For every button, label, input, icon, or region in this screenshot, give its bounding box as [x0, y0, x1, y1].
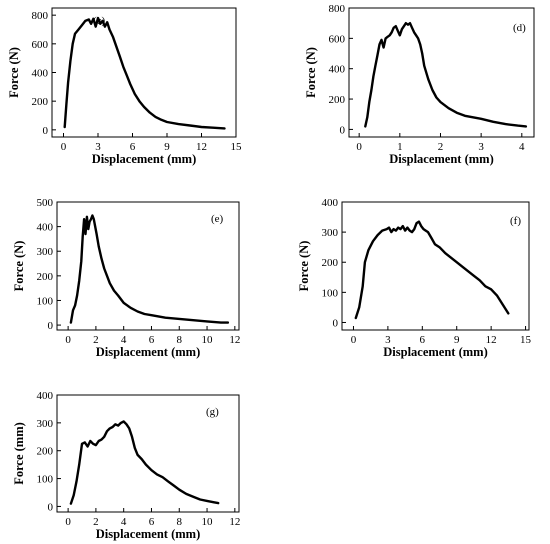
x-axis-label: Displacement (mm) [383, 345, 488, 359]
panel-tag: (e) [211, 213, 224, 225]
y-tick-label: 600 [329, 33, 346, 45]
force-displacement-curve [364, 22, 528, 128]
y-tick-label: 800 [32, 10, 49, 22]
x-tick-label: 6 [149, 334, 155, 346]
x-tick-label: 10 [202, 334, 214, 346]
y-axis-label: Force (N) [7, 47, 21, 98]
x-tick-label: 2 [438, 141, 444, 153]
x-tick-label: 15 [520, 334, 532, 346]
x-tick-label: 15 [231, 141, 243, 153]
y-tick-label: 100 [37, 295, 54, 307]
y-axis-label: Force (N) [297, 241, 311, 292]
y-tick-label: 400 [37, 390, 54, 402]
y-axis-label: Force (N) [12, 241, 26, 292]
x-tick-label: 2 [93, 334, 99, 346]
plot-frame [56, 201, 240, 331]
y-tick-label: 300 [37, 246, 54, 258]
x-tick-label: 8 [177, 334, 183, 346]
x-axis-label: Displacement (mm) [96, 527, 201, 541]
y-tick-label: 200 [32, 96, 49, 108]
y-axis-label: Force (mm) [12, 422, 26, 485]
x-tick-label: 4 [121, 334, 127, 346]
y-tick-label: 0 [43, 125, 49, 137]
y-tick-label: 200 [329, 94, 346, 106]
y-tick-label: 400 [322, 197, 339, 209]
force-displacement-curve [69, 214, 230, 324]
y-tick-label: 200 [322, 257, 339, 269]
x-tick-label: 12 [229, 334, 240, 346]
x-tick-label: 3 [478, 141, 484, 153]
y-tick-label: 0 [340, 124, 346, 136]
y-tick-label: 200 [37, 446, 54, 458]
panel-c: 0 3 6 9 12 15 0 200 400 600 800 Displacement (mm) Fo… [7, 7, 243, 166]
x-tick-label: 8 [177, 516, 183, 528]
x-tick-label: 6 [130, 141, 136, 153]
force-displacement-curve [69, 420, 220, 505]
y-tick-label: 400 [329, 64, 346, 76]
x-tick-label: 6 [149, 516, 155, 528]
plot-frame [56, 394, 240, 513]
y-tick-label: 800 [329, 3, 346, 15]
y-axis-label: Force (N) [304, 47, 318, 98]
x-tick-label: 0 [61, 141, 67, 153]
x-tick-label: 0 [351, 334, 357, 346]
panel-tag: (g) [206, 406, 219, 418]
panel-d: 0 1 2 3 4 0 200 400 600 800 Displacement (mm) Force… [304, 3, 535, 166]
y-tick-label: 300 [37, 418, 54, 430]
force-displacement-curve [63, 16, 226, 130]
y-tick-label: 0 [333, 317, 339, 329]
y-tick-label: 300 [322, 227, 339, 239]
plot-frame [348, 7, 535, 138]
x-axis-label: Displacement (mm) [92, 152, 197, 166]
plot-frame [341, 201, 530, 331]
x-tick-label: 9 [454, 334, 460, 346]
x-tick-label: 2 [93, 516, 99, 528]
y-tick-label: 100 [322, 287, 339, 299]
x-tick-label: 1 [397, 141, 403, 153]
y-tick-label: 500 [37, 197, 54, 209]
force-displacement-curve [354, 220, 510, 320]
x-tick-label: 9 [164, 141, 170, 153]
panel-g: 0 2 4 6 8 10 12 0 100 200 300 400 Displacement (mm) F… [12, 390, 240, 541]
x-tick-label: 0 [356, 141, 362, 153]
x-tick-label: 0 [65, 334, 71, 346]
x-tick-label: 4 [121, 516, 127, 528]
x-tick-label: 6 [420, 334, 426, 346]
panel-f: 0 3 6 9 12 15 0 100 200 300 400 Displacement (mm) Fo… [297, 197, 532, 359]
y-tick-label: 400 [32, 68, 49, 80]
panel-tag: (d) [513, 22, 526, 34]
x-tick-label: 12 [486, 334, 497, 346]
x-tick-label: 10 [202, 516, 214, 528]
y-tick-label: 0 [48, 501, 54, 513]
y-tick-label: 400 [37, 222, 54, 234]
x-axis-label: Displacement (mm) [96, 345, 201, 359]
x-axis-label: Displacement (mm) [389, 152, 494, 166]
y-tick-label: 100 [37, 474, 54, 486]
y-tick-label: 600 [32, 39, 49, 51]
panel-tag: (f) [510, 215, 521, 227]
x-tick-label: 3 [95, 141, 101, 153]
x-tick-label: 3 [385, 334, 391, 346]
x-tick-label: 4 [519, 141, 525, 153]
x-tick-label: 0 [65, 516, 71, 528]
x-tick-label: 12 [229, 516, 240, 528]
y-tick-label: 0 [48, 320, 54, 332]
panel-e: 0 2 4 6 8 10 12 0 100 200 300 400 500 Displacement (m… [12, 197, 240, 359]
x-tick-label: 12 [196, 141, 207, 153]
y-tick-label: 200 [37, 271, 54, 283]
